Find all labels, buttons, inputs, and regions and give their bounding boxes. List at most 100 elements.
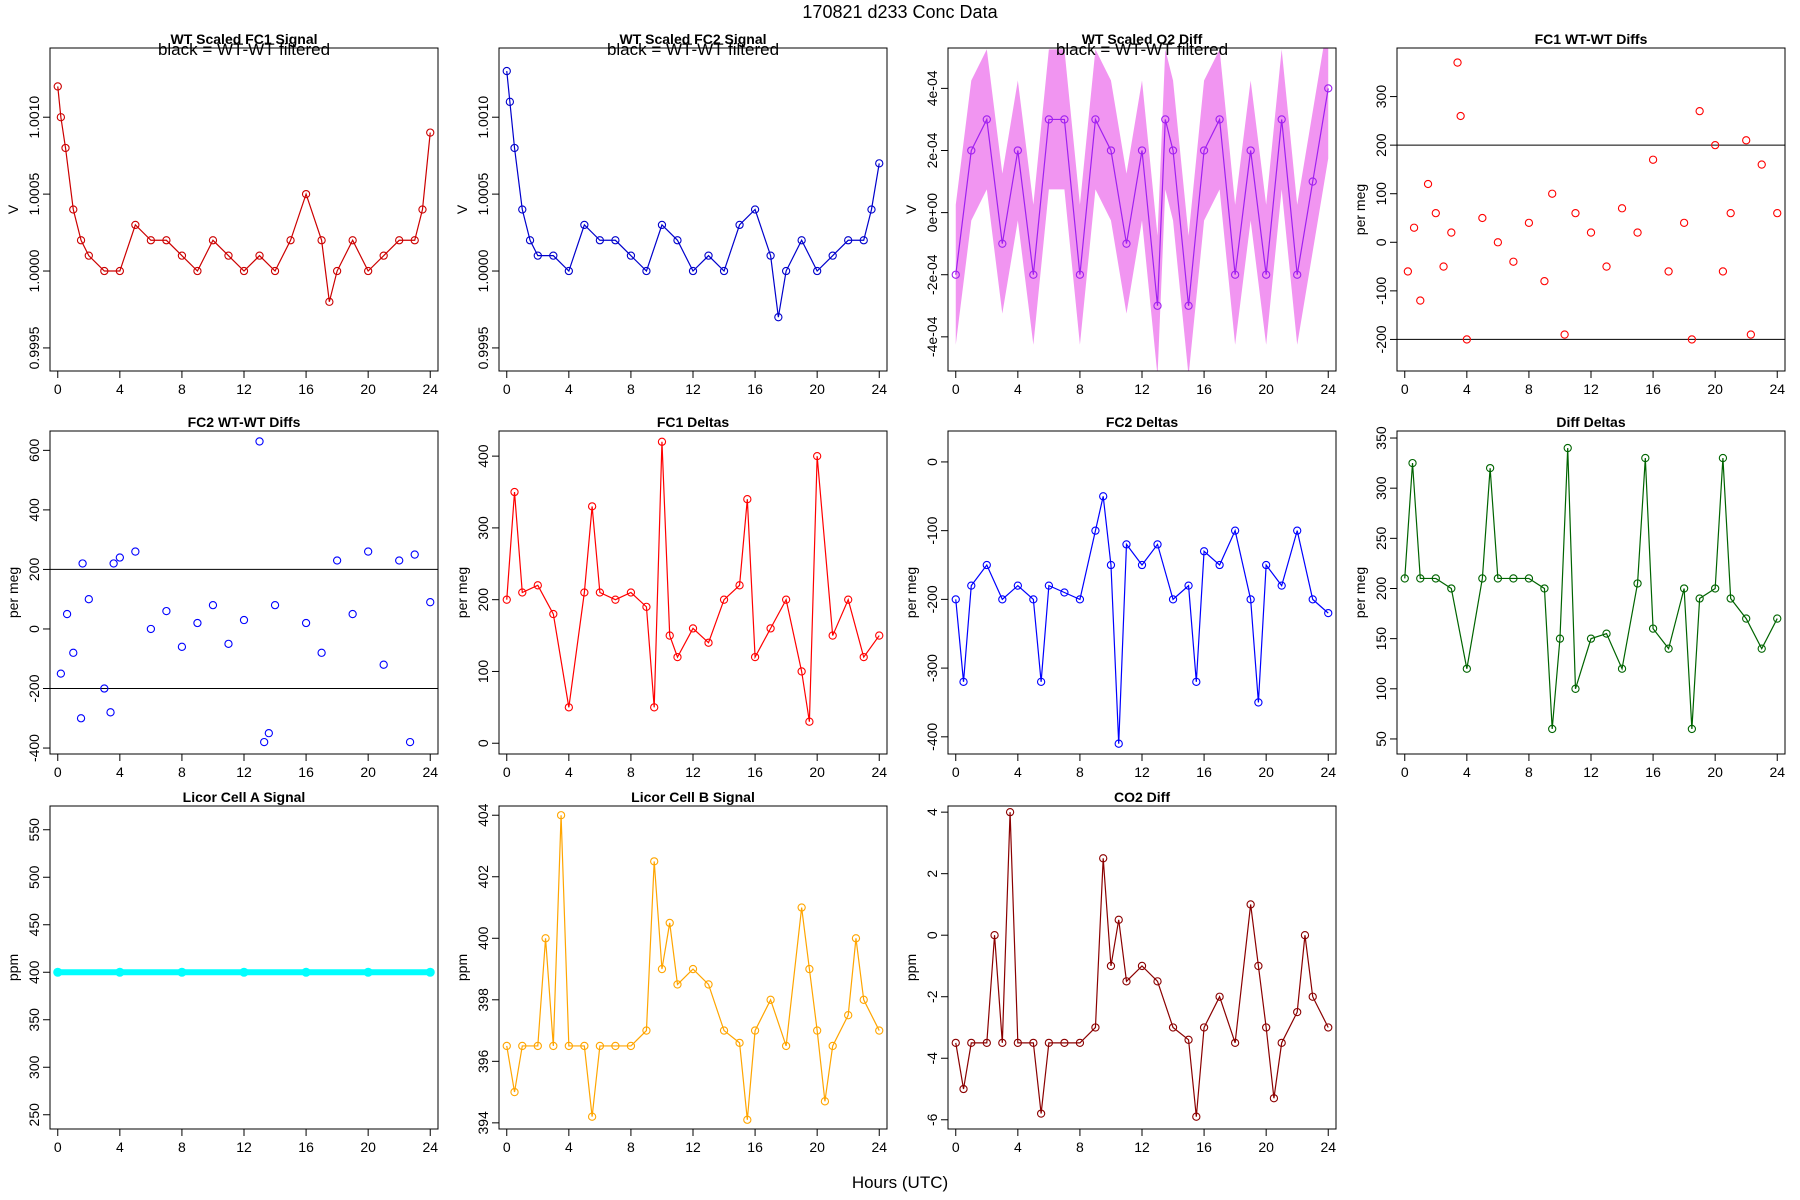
data-point (813, 451, 822, 461)
data-point (255, 251, 264, 260)
y-tick-label: -2 (924, 990, 940, 1003)
panel-fc2_signal: WT Scaled FC2 Signal 0 4 8 12 16 20 24 0.9995 1.0… (454, 31, 888, 397)
x-tick-label: 4 (1014, 381, 1022, 397)
data-point (146, 624, 156, 634)
data-point (1462, 335, 1471, 344)
data-point (797, 903, 806, 912)
data-point (1540, 584, 1549, 593)
data-point (239, 615, 249, 625)
data-point (844, 1011, 853, 1020)
data-point (1602, 629, 1611, 638)
y-tick-label: 396 (475, 1049, 491, 1073)
data-point (264, 729, 273, 738)
x-tick-label: 16 (1196, 381, 1212, 397)
data-point (1044, 115, 1054, 124)
data-point (735, 581, 744, 590)
data-point (317, 236, 326, 245)
y-tick-label: -100 (1373, 277, 1389, 305)
data-point (587, 502, 597, 511)
series-line (506, 441, 880, 722)
data-point (1456, 111, 1465, 121)
panel-title: CO2 Diff (1114, 789, 1170, 805)
data-point (556, 811, 566, 820)
data-point (1447, 584, 1456, 593)
data-point (1757, 160, 1766, 169)
data-point (1246, 595, 1255, 604)
data-point (1679, 218, 1689, 228)
data-point (541, 934, 550, 943)
data-point (642, 266, 651, 276)
x-tick-label: 12 (685, 1139, 701, 1155)
data-point (1548, 724, 1557, 734)
data-point (270, 601, 280, 610)
data-point (1431, 574, 1440, 583)
data-point (1153, 540, 1162, 549)
data-point (959, 1084, 968, 1094)
data-point (1602, 262, 1611, 271)
y-tick-label: 4 (924, 808, 940, 816)
x-tick-label: 4 (1014, 1139, 1022, 1155)
data-point (626, 251, 636, 260)
y-tick-label: 2e-04 (924, 132, 940, 168)
data-point (106, 708, 115, 717)
y-axis-label: V (5, 204, 21, 214)
data-point (1746, 330, 1756, 339)
x-tick-label: 24 (1320, 1139, 1336, 1155)
data-point (859, 236, 868, 245)
y-tick-label: 400 (26, 498, 42, 522)
data-point (1416, 574, 1425, 583)
data-point (951, 595, 960, 604)
x-tick-label: 4 (116, 1139, 124, 1155)
data-point (533, 581, 542, 590)
data-point (69, 648, 78, 657)
data-point (348, 609, 357, 619)
x-tick-label: 0 (952, 764, 960, 780)
data-point (1664, 267, 1673, 276)
data-point (1215, 992, 1224, 1001)
x-tick-label: 4 (565, 764, 573, 780)
data-point (564, 266, 573, 276)
data-point (657, 437, 667, 446)
data-point (502, 66, 511, 76)
data-point (719, 1026, 729, 1035)
data-point (951, 270, 960, 279)
data-point (1687, 724, 1697, 734)
data-point (1184, 1035, 1193, 1044)
x-tick-label: 12 (236, 1139, 252, 1155)
series-line (955, 88, 1329, 306)
data-point (828, 631, 837, 640)
data-point (867, 205, 876, 214)
data-point (1408, 458, 1417, 468)
data-point (1192, 677, 1201, 686)
plot-area (53, 967, 435, 977)
data-point (1509, 574, 1518, 583)
data-point (859, 995, 868, 1004)
y-axis-label: ppm (903, 954, 919, 981)
data-point (1262, 1023, 1271, 1032)
data-point (1695, 594, 1704, 603)
data-point (317, 648, 326, 657)
data-point (580, 588, 589, 597)
panel-frame (947, 47, 1337, 372)
y-tick-label: 0 (26, 625, 42, 633)
data-point (1711, 140, 1720, 150)
data-point (820, 1097, 830, 1106)
y-tick-label: 2 (924, 870, 940, 878)
data-point (1246, 146, 1255, 155)
y-tick-label: 100 (1373, 182, 1389, 206)
x-tick-label: 8 (1076, 1139, 1084, 1155)
data-point (1036, 1109, 1046, 1118)
data-point (100, 684, 109, 693)
data-point (1277, 581, 1286, 590)
figure-title: 170821 d233 Conc Data (802, 2, 998, 22)
x-tick-label: 8 (627, 381, 635, 397)
data-point (1548, 189, 1557, 198)
data-point (1215, 115, 1224, 124)
y-axis-label: ppm (454, 954, 470, 981)
data-point (750, 205, 760, 214)
data-point (781, 266, 791, 276)
y-tick-label: 0e+00 (924, 193, 940, 233)
series-line (955, 496, 1329, 744)
data-point (1478, 574, 1487, 583)
